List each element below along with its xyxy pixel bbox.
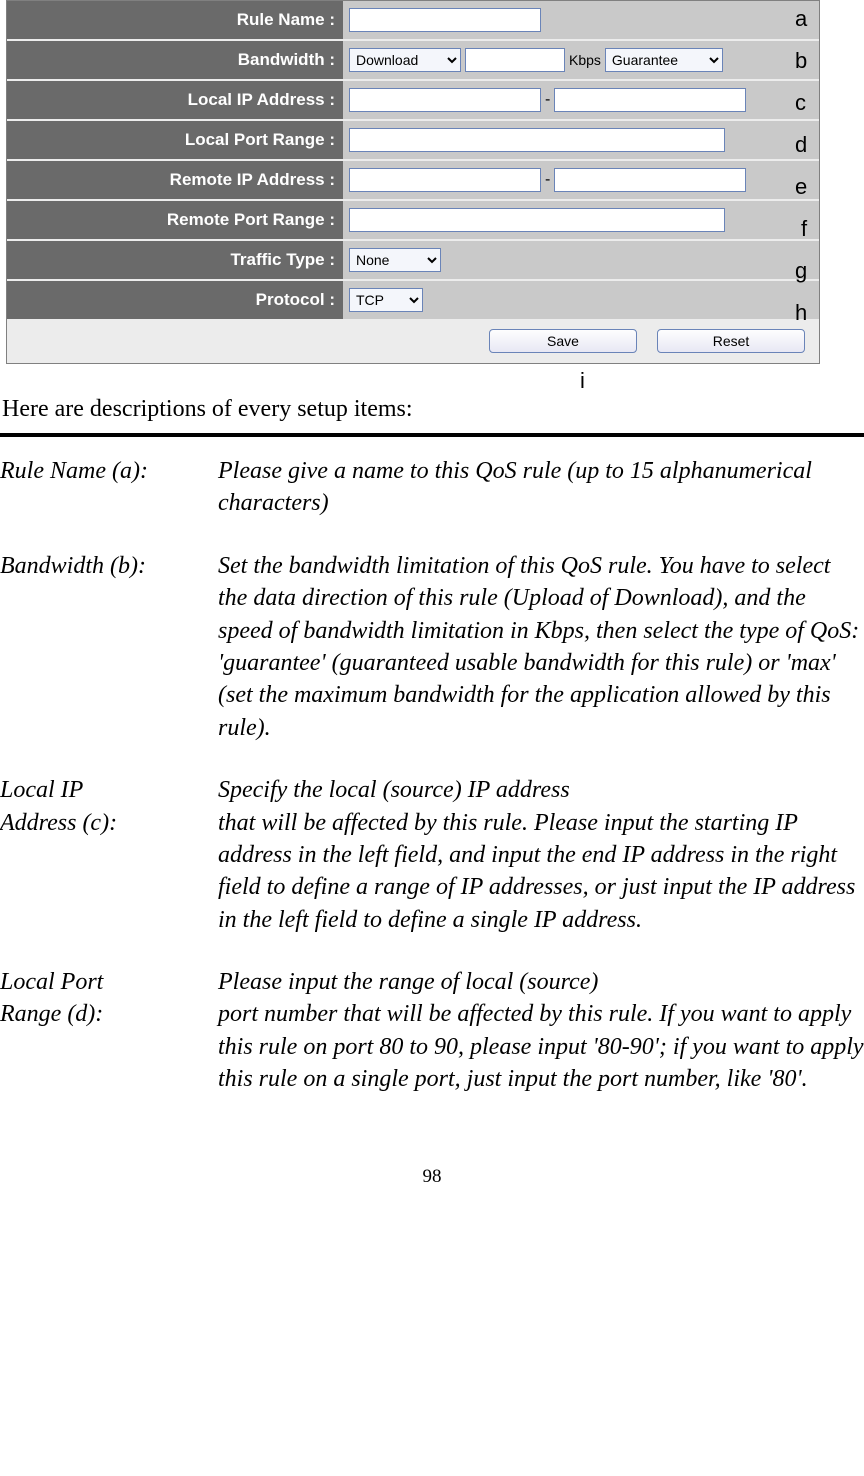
letter-h: h <box>795 300 807 326</box>
reset-button[interactable]: Reset <box>657 329 805 353</box>
rule-name-input[interactable] <box>349 8 541 32</box>
letter-b: b <box>795 48 807 74</box>
inputs-local-ip: - <box>343 81 819 119</box>
local-ip-start-input[interactable] <box>349 88 541 112</box>
remote-ip-end-input[interactable] <box>554 168 746 192</box>
inputs-remote-port <box>343 201 819 239</box>
desc-label-local-port-l2: Range (d): <box>0 998 218 1095</box>
save-button[interactable]: Save <box>489 329 637 353</box>
inputs-local-port <box>343 121 819 159</box>
kbps-label: Kbps <box>569 52 601 68</box>
letter-f: f <box>801 216 807 242</box>
desc-body-local-ip-l2: that will be affected by this rule. Plea… <box>218 807 864 937</box>
row-rule-name: Rule Name : <box>7 1 819 41</box>
desc-row-rule-name: Rule Name (a): Please give a name to thi… <box>0 455 864 520</box>
bandwidth-speed-input[interactable] <box>465 48 565 72</box>
inputs-rule-name <box>343 1 819 39</box>
row-protocol: Protocol : TCP <box>7 281 819 321</box>
letter-g: g <box>795 258 807 284</box>
desc-body-rule-name: Please give a name to this QoS rule (up … <box>218 455 864 520</box>
label-remote-port: Remote Port Range : <box>7 201 343 239</box>
desc-label-local-port-l1: Local Port <box>0 966 218 998</box>
row-local-ip: Local IP Address : - <box>7 81 819 121</box>
desc-body-local-ip-l1: Specify the local (source) IP address <box>218 774 864 806</box>
inputs-remote-ip: - <box>343 161 819 199</box>
local-ip-end-input[interactable] <box>554 88 746 112</box>
form-wrapper: Rule Name : Bandwidth : Download Kbps Gu… <box>0 0 864 364</box>
letter-c: c <box>795 90 806 116</box>
page-number: 98 <box>0 1166 864 1188</box>
letter-e: e <box>795 174 807 200</box>
desc-row-local-ip-l2: Address (c): that will be affected by th… <box>0 807 864 937</box>
desc-body-bandwidth: Set the bandwidth limitation of this QoS… <box>218 550 864 744</box>
desc-body-local-port-l2: port number that will be affected by thi… <box>218 998 864 1095</box>
row-remote-port: Remote Port Range : <box>7 201 819 241</box>
label-local-ip: Local IP Address : <box>7 81 343 119</box>
label-rule-name: Rule Name : <box>7 1 343 39</box>
label-remote-ip: Remote IP Address : <box>7 161 343 199</box>
remote-ip-start-input[interactable] <box>349 168 541 192</box>
row-bandwidth: Bandwidth : Download Kbps Guarantee <box>7 41 819 81</box>
letter-a: a <box>795 6 807 32</box>
buttons-row: Save Reset <box>7 321 819 363</box>
desc-label-local-ip-l2: Address (c): <box>0 807 218 937</box>
local-port-input[interactable] <box>349 128 725 152</box>
local-ip-dash: - <box>545 91 550 109</box>
desc-row-local-port-l1: Local Port Please input the range of loc… <box>0 966 864 998</box>
letter-i: i <box>580 368 585 394</box>
row-remote-ip: Remote IP Address : - <box>7 161 819 201</box>
descriptions-table: Rule Name (a): Please give a name to thi… <box>0 455 864 1096</box>
letter-d: d <box>795 132 807 158</box>
divider-rule <box>0 433 864 437</box>
remote-ip-dash: - <box>545 171 550 189</box>
desc-label-bandwidth: Bandwidth (b): <box>0 550 218 744</box>
intro-text: Here are descriptions of every setup ite… <box>2 396 864 423</box>
desc-row-bandwidth: Bandwidth (b): Set the bandwidth limitat… <box>0 550 864 744</box>
inputs-protocol: TCP <box>343 281 819 319</box>
label-protocol: Protocol : <box>7 281 343 319</box>
label-traffic-type: Traffic Type : <box>7 241 343 279</box>
bandwidth-direction-select[interactable]: Download <box>349 48 461 72</box>
remote-port-input[interactable] <box>349 208 725 232</box>
bandwidth-type-select[interactable]: Guarantee <box>605 48 723 72</box>
desc-label-local-ip-l1: Local IP <box>0 774 218 806</box>
label-bandwidth: Bandwidth : <box>7 41 343 79</box>
traffic-type-select[interactable]: None <box>349 248 441 272</box>
desc-row-local-ip-l1: Local IP Specify the local (source) IP a… <box>0 774 864 806</box>
row-local-port: Local Port Range : <box>7 121 819 161</box>
desc-body-local-port-l1: Please input the range of local (source) <box>218 966 864 998</box>
inputs-traffic-type: None <box>343 241 819 279</box>
label-local-port: Local Port Range : <box>7 121 343 159</box>
qos-form: Rule Name : Bandwidth : Download Kbps Gu… <box>6 0 820 364</box>
protocol-select[interactable]: TCP <box>349 288 423 312</box>
inputs-bandwidth: Download Kbps Guarantee <box>343 41 819 79</box>
row-traffic-type: Traffic Type : None <box>7 241 819 281</box>
desc-row-local-port-l2: Range (d): port number that will be affe… <box>0 998 864 1095</box>
desc-label-rule-name: Rule Name (a): <box>0 455 218 520</box>
